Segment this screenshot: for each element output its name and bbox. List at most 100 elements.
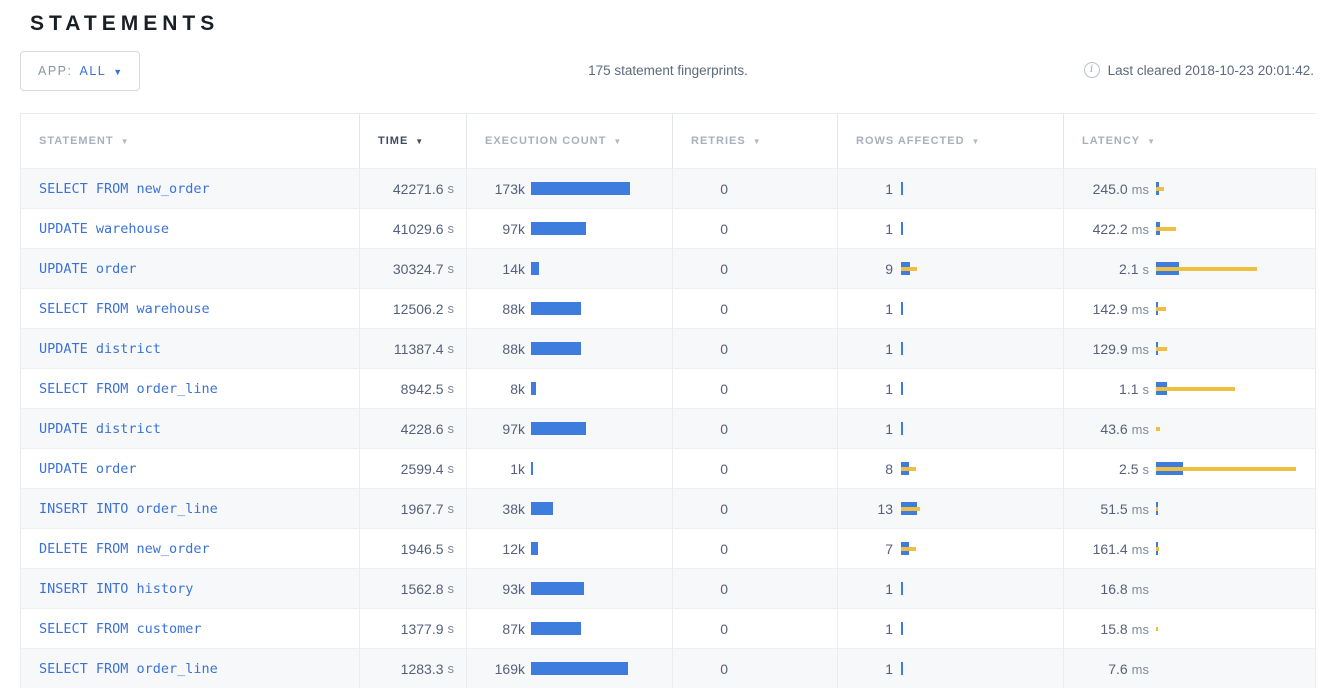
statement-link[interactable]: SELECT FROM order_line [39, 380, 218, 397]
retries-cell: 0 [673, 369, 838, 408]
statement-link[interactable]: SELECT FROM customer [39, 620, 202, 637]
statement-link[interactable]: SELECT FROM order_line [39, 660, 218, 677]
execution-count-bar [531, 222, 586, 236]
execution-count-bar [531, 302, 581, 316]
execution-count-bar [531, 182, 630, 196]
latency-bar [1156, 382, 1235, 396]
latency-cell: 161.4 ms [1064, 529, 1319, 568]
table-row: UPDATE order 30324.7 s 14k 0 9 2.1 s [21, 248, 1315, 288]
sort-arrow-icon: ▼ [613, 136, 623, 146]
retries-cell: 0 [673, 649, 838, 688]
column-header-rows-affected[interactable]: ROWS AFFECTED ▼ [838, 114, 1064, 168]
statement-cell: UPDATE district [21, 329, 360, 368]
app-filter-dropdown[interactable]: APP: ALL ▼ [20, 51, 141, 91]
column-header-statement[interactable]: STATEMENT ▼ [21, 114, 360, 168]
latency-bar [1156, 262, 1257, 276]
statement-cell: INSERT INTO history [21, 569, 360, 608]
table-row: SELECT FROM new_order 42271.6 s 173k 0 1 … [21, 168, 1315, 208]
time-cell: 12506.2 s [360, 289, 467, 328]
latency-bar [1156, 302, 1166, 316]
statement-cell: UPDATE order [21, 249, 360, 288]
statement-cell: SELECT FROM order_line [21, 649, 360, 688]
chevron-down-icon: ▼ [113, 66, 123, 77]
toolbar: APP: ALL ▼ 175 statement fingerprints. i… [20, 51, 1316, 91]
execution-count-bar [531, 502, 553, 516]
table-header: STATEMENT ▼ TIME ▼ EXECUTION COUNT ▼ RET… [21, 114, 1319, 168]
info-icon[interactable]: i [1083, 62, 1100, 78]
rows-affected-cell: 13 [838, 489, 1064, 528]
execution-count-cell: 1k [467, 449, 673, 488]
time-cell: 30324.7 s [360, 249, 467, 288]
rows-affected-bar [901, 662, 903, 676]
latency-cell: 7.6 ms [1108, 660, 1149, 677]
time-cell: 1946.5 s [360, 529, 467, 568]
table-row: INSERT INTO order_line 1967.7 s 38k 0 13 … [21, 488, 1315, 528]
latency-bar [1156, 502, 1158, 516]
statement-link[interactable]: INSERT INTO order_line [39, 500, 218, 517]
time-cell: 1283.3 s [360, 649, 467, 688]
execution-count-cell: 169k [467, 649, 673, 688]
column-header-retries[interactable]: RETRIES ▼ [673, 114, 838, 168]
execution-count-bar [531, 382, 536, 396]
rows-affected-cell: 1 [838, 289, 1064, 328]
statement-link[interactable]: INSERT INTO history [39, 580, 194, 597]
rows-affected-cell: 7 [838, 529, 1064, 568]
statement-link[interactable]: UPDATE warehouse [39, 220, 170, 237]
statement-link[interactable]: UPDATE district [39, 420, 161, 437]
table-row: SELECT FROM order_line 8942.5 s 8k 0 1 1.… [21, 368, 1315, 408]
statement-link[interactable]: UPDATE district [39, 340, 161, 357]
execution-count-bar [531, 582, 584, 596]
latency-cell: 2.1 s [1064, 249, 1319, 288]
retries-cell: 0 [673, 329, 838, 368]
rows-affected-cell: 8 [838, 449, 1064, 488]
rows-affected-bar [901, 582, 903, 596]
time-cell: 1967.7 s [360, 489, 467, 528]
execution-count-bar [531, 662, 628, 676]
execution-count-bar [531, 422, 586, 436]
statements-table: STATEMENT ▼ TIME ▼ EXECUTION COUNT ▼ RET… [20, 113, 1319, 688]
table-row: INSERT INTO history 1562.8 s 93k 0 1 16.8… [21, 568, 1315, 608]
column-header-execution-count[interactable]: EXECUTION COUNT ▼ [467, 114, 673, 168]
retries-cell: 0 [673, 289, 838, 328]
column-header-latency[interactable]: LATENCY ▼ [1064, 114, 1319, 168]
table-row: SELECT FROM customer 1377.9 s 87k 0 1 15.… [21, 608, 1315, 648]
retries-cell: 0 [673, 449, 838, 488]
latency-bar [1156, 462, 1296, 476]
execution-count-cell: 38k [467, 489, 673, 528]
time-cell: 41029.6 s [360, 209, 467, 248]
statement-link[interactable]: UPDATE order [39, 460, 137, 477]
execution-count-cell: 88k [467, 289, 673, 328]
retries-cell: 0 [673, 569, 838, 608]
execution-count-cell: 88k [467, 329, 673, 368]
rows-affected-bar [901, 342, 903, 356]
statement-cell: UPDATE warehouse [21, 209, 360, 248]
latency-cell: 51.5 ms [1064, 489, 1319, 528]
sort-arrow-icon: ▼ [120, 136, 130, 146]
statement-link[interactable]: SELECT FROM warehouse [39, 300, 210, 317]
statement-link[interactable]: UPDATE order [39, 260, 137, 277]
retries-cell: 0 [673, 169, 838, 208]
statement-cell: SELECT FROM customer [21, 609, 360, 648]
rows-affected-cell: 1 [838, 369, 1064, 408]
page-title: STATEMENTS [30, 12, 220, 35]
time-cell: 11387.4 s [360, 329, 467, 368]
time-cell: 1377.9 s [360, 609, 467, 648]
column-header-time[interactable]: TIME ▼ [360, 114, 467, 168]
sort-arrow-icon: ▼ [752, 136, 762, 146]
execution-count-bar [531, 342, 581, 356]
latency-bar [1156, 542, 1159, 556]
table-row: UPDATE order 2599.4 s 1k 0 8 2.5 s [21, 448, 1315, 488]
statement-cell: SELECT FROM new_order [21, 169, 360, 208]
rows-affected-bar [901, 262, 917, 276]
execution-count-cell: 87k [467, 609, 673, 648]
retries-cell: 0 [673, 529, 838, 568]
latency-cell: 15.8 ms [1064, 609, 1319, 648]
statement-link[interactable]: SELECT FROM new_order [39, 180, 210, 197]
statement-link[interactable]: DELETE FROM new_order [39, 540, 210, 557]
sort-arrow-icon: ▼ [971, 136, 981, 146]
time-cell: 1562.8 s [360, 569, 467, 608]
table-row: DELETE FROM new_order 1946.5 s 12k 0 7 16… [21, 528, 1315, 568]
table-row: SELECT FROM order_line 1283.3 s 169k 0 1 … [21, 648, 1315, 688]
statement-cell: DELETE FROM new_order [21, 529, 360, 568]
retries-cell: 0 [673, 489, 838, 528]
